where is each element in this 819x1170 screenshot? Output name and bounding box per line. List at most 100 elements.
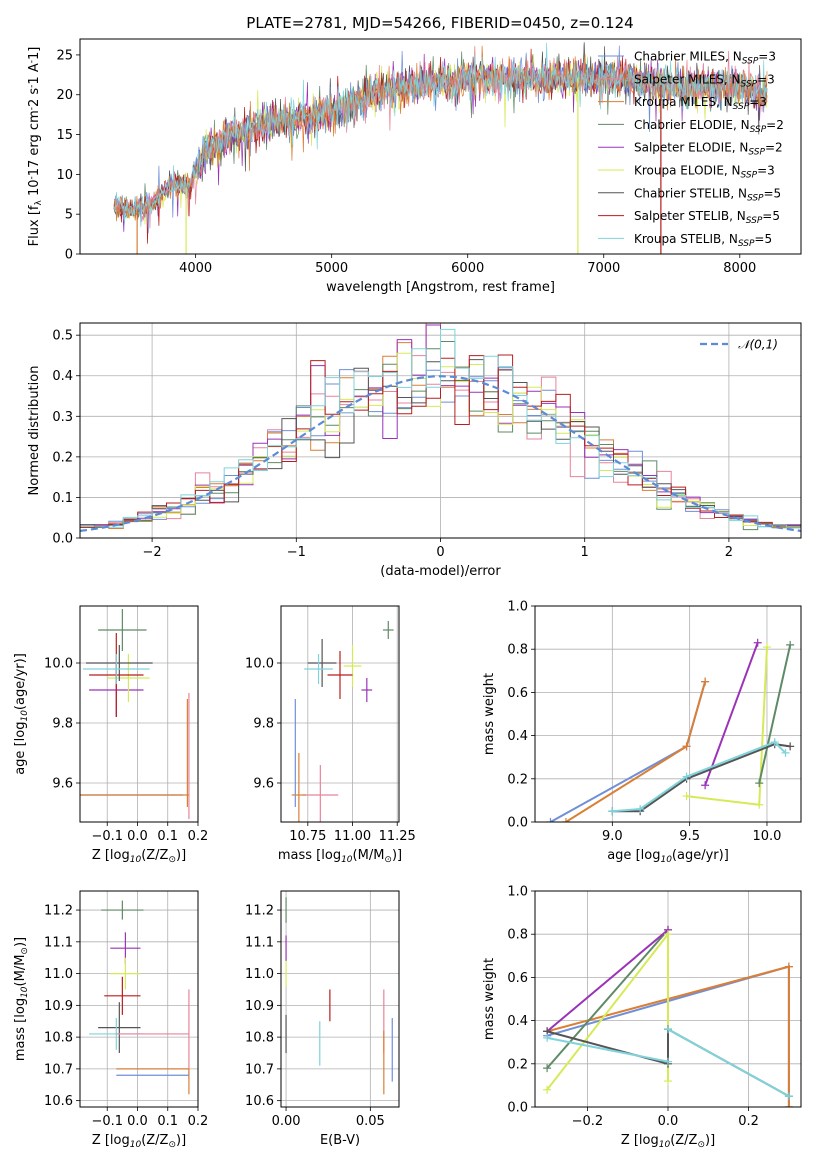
x-tick-label: 11.25 (379, 829, 416, 844)
y-tick-label: 11.0 (44, 967, 73, 982)
x-tick-label: 0.00 (272, 1114, 301, 1129)
x-axis-label: age [log10(age/yr)] (607, 848, 729, 865)
legend-label: Chabrier STELIB, NSSP=5 (634, 186, 781, 203)
plot-area-mass-vs-EBV (285, 897, 393, 1095)
y-tick-label: 11.0 (245, 967, 274, 982)
y-tick-label: 20 (56, 88, 73, 103)
x-axis-label: (data-model)/error (380, 564, 501, 579)
legend-label: Kroupa MILES, NSSP=3 (634, 95, 767, 112)
weight-marker (543, 1033, 552, 1042)
legend-label: Salpeter MILES, NSSP=3 (634, 72, 775, 89)
y-tick-label: 1.0 (507, 885, 528, 900)
weight-marker (781, 748, 790, 757)
y-tick-label: 9.8 (52, 717, 73, 732)
y-tick-label: 10.7 (44, 1062, 73, 1077)
weight-marker (682, 742, 691, 751)
y-tick-label: 0.8 (507, 643, 528, 658)
axes-frame (280, 605, 400, 823)
axes-frame (534, 605, 802, 823)
y-tick-label: 0.2 (52, 450, 73, 465)
weight-marker (701, 781, 710, 790)
axes-weight-vs-Z: −0.2 0.0 0.2 0.0 0.2 0.4 0.6 0.8 1.0 Z [log10(Z/Z… (482, 885, 802, 1150)
y-tick-label: 0.0 (507, 816, 528, 831)
axes-weight-vs-age: 9.0 9.5 10.0 0.0 0.2 0.4 0.6 0.8 1.0 age [log10(a… (482, 600, 802, 865)
y-axis-label: Flux [fλ 10-17 erg cm-2 s-1 A-1] (27, 47, 44, 247)
x-axis-label: Z [log10(Z/Z⊙)] (92, 1133, 186, 1150)
y-tick-label: 10 (56, 168, 73, 183)
y-tick-label: 0.1 (52, 491, 73, 506)
weight-line (546, 929, 669, 1033)
x-tick-label: −0.2 (572, 1114, 604, 1129)
y-tick-label: 1.0 (507, 600, 528, 615)
x-tick-label: 10.75 (289, 829, 326, 844)
y-tick-label: 0.4 (507, 1014, 528, 1029)
axes-mass-vs-Z: −0.1 0.0 0.1 0.2 10.6 10.7 10.8 10.9 11.0 11.1 11.… (13, 890, 209, 1150)
y-axis-label: mass weight (482, 673, 497, 755)
plot-area-age-vs-mass (291, 621, 394, 822)
plot-area-residuals (80, 323, 801, 532)
spectrum-legend: Chabrier MILES, NSSP=3 Salpeter MILES, NS… (598, 50, 784, 249)
x-tick-label: 0 (436, 545, 444, 560)
y-tick-label: 0.2 (507, 772, 528, 787)
plot-area-mass-vs-Z (89, 900, 190, 1095)
x-tick-label: 11.00 (334, 829, 371, 844)
x-tick-label: 0.2 (188, 1114, 209, 1129)
weight-line (758, 644, 792, 784)
weight-marker (546, 818, 555, 822)
legend-label: Kroupa ELODIE, NSSP=3 (634, 164, 775, 181)
x-axis-label: E(B-V) (320, 1133, 360, 1148)
weight-marker (561, 818, 570, 822)
weight-marker (784, 962, 793, 971)
weight-marker (682, 792, 691, 801)
y-tick-label: 10.0 (44, 657, 73, 672)
y-tick-label: 10.7 (245, 1062, 274, 1077)
weight-marker (664, 1057, 672, 1066)
x-tick-label: 9.0 (602, 829, 623, 844)
axes-frame (79, 322, 802, 539)
weight-marker (784, 1092, 793, 1101)
x-tick-label: −1 (287, 545, 306, 560)
y-tick-label: 0.8 (507, 928, 528, 943)
weight-line (546, 1036, 669, 1063)
weight-marker (543, 1064, 552, 1073)
y-tick-label: 11.1 (245, 935, 274, 950)
weight-marker (786, 742, 795, 751)
x-axis-label: wavelength [Angstrom, rest frame] (326, 280, 555, 295)
axes-age-vs-Z: −0.1 0.0 0.1 0.2 9.6 9.8 10.0 Z [log10(Z/Z⊙)] ag… (13, 605, 209, 865)
y-axis-label: mass [log10(M/M⊙)] (13, 937, 30, 1061)
y-tick-label: 0.6 (507, 686, 528, 701)
y-axis-label: Normed distribution (27, 366, 42, 496)
y-tick-label: 0.4 (52, 369, 73, 384)
figure-title: PLATE=2781, MJD=54266, FIBERID=0450, z=0… (246, 14, 633, 32)
x-tick-label: 7000 (587, 261, 620, 276)
legend-label: Salpeter STELIB, NSSP=5 (634, 209, 780, 226)
legend-label: Chabrier MILES, NSSP=3 (634, 50, 776, 67)
legend-label: Salpeter ELODIE, NSSP=2 (634, 141, 783, 158)
y-tick-label: 0.3 (52, 410, 73, 425)
x-tick-label: 5000 (315, 261, 348, 276)
x-tick-label: 0.2 (188, 829, 209, 844)
y-tick-label: 0 (65, 248, 73, 263)
y-tick-label: 15 (56, 128, 73, 143)
axes-age-vs-mass: 10.75 11.00 11.25 9.6 9.8 10.0 mass [log10(M/M… (245, 605, 416, 865)
y-tick-label: 10.0 (245, 657, 274, 672)
legend-label: Kroupa STELIB, NSSP=5 (634, 232, 772, 249)
y-tick-label: 9.6 (52, 777, 73, 792)
weight-line (667, 1028, 790, 1098)
y-tick-label: 9.8 (253, 717, 274, 732)
weight-marker (664, 930, 672, 939)
axes-frame (280, 890, 400, 1108)
y-tick-label: 5 (65, 208, 73, 223)
x-tick-label: 0.05 (356, 1114, 385, 1129)
spectrum-series (113, 45, 768, 222)
y-tick-label: 11.2 (245, 904, 274, 919)
y-tick-label: 0.5 (52, 329, 73, 344)
weight-marker (636, 805, 645, 814)
y-tick-label: 10.9 (44, 999, 73, 1014)
gaussian-legend-label: 𝒩(0,1) (738, 338, 778, 352)
plot-area-weight-vs-Z (543, 925, 793, 1107)
x-tick-label: 0.0 (127, 1114, 148, 1129)
histogram-step (80, 328, 801, 529)
x-tick-label: 0.1 (157, 1114, 178, 1129)
axes-frame (534, 890, 802, 1108)
